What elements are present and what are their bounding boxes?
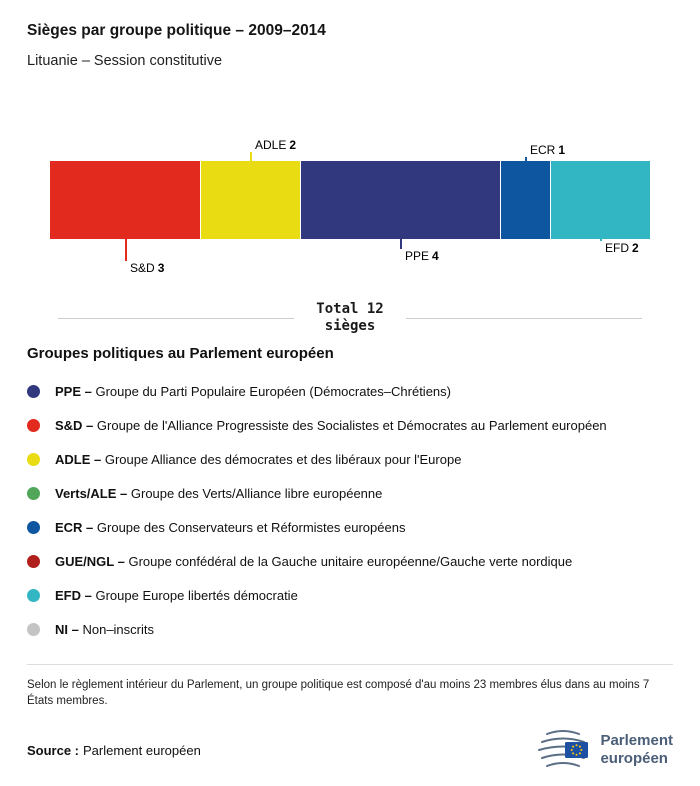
segment-label-ppe: PPE 4 [405, 249, 439, 263]
ep-logo-line1: Parlement [600, 732, 673, 749]
footer: Source : Parlement européen [27, 727, 673, 773]
bar-segment-adle[interactable] [200, 161, 300, 239]
legend-dot-gue-ngl [27, 554, 40, 568]
label-leader-line-adle [250, 152, 252, 161]
ep-logo-text: Parlement européen [600, 732, 673, 768]
legend-dot-adle [27, 452, 40, 466]
legend-label-adle: ADLE – Groupe Alliance des démocrates et… [55, 451, 462, 467]
label-leader-line-efd [600, 239, 602, 241]
bar-segment-efd[interactable] [550, 161, 650, 239]
ep-logo: Parlement européen [534, 727, 673, 773]
legend-item-ecr: ECR – Groupe des Conservateurs et Réform… [27, 510, 673, 544]
legend-list: PPE – Groupe du Parti Populaire Européen… [27, 374, 673, 646]
seats-bar [50, 161, 650, 239]
legend-label-efd: EFD – Groupe Europe libertés démocratie [55, 587, 298, 603]
divider-line-left [58, 317, 295, 319]
footnote-divider [27, 664, 673, 665]
legend-item-ni: NI – Non–inscrits [27, 612, 673, 646]
segment-label-efd: EFD 2 [605, 241, 639, 255]
source: Source : Parlement européen [27, 743, 201, 758]
label-leader-line-ecr [525, 157, 527, 161]
legend-label-verts-ale: Verts/ALE – Groupe des Verts/Alliance li… [55, 485, 383, 501]
eu-flag [565, 742, 589, 758]
segment-label-adle: ADLE 2 [254, 138, 297, 152]
segment-label-s-d: S&D 3 [130, 261, 165, 275]
legend-item-efd: EFD – Groupe Europe libertés démocratie [27, 578, 673, 612]
bar-segment-ecr[interactable] [500, 161, 550, 239]
page-title: Sièges par groupe politique – 2009–2014 [27, 22, 326, 39]
label-leader-line-ppe [400, 239, 402, 249]
legend-item-ppe: PPE – Groupe du Parti Populaire Européen… [27, 374, 673, 408]
legend-label-ni: NI – Non–inscrits [55, 621, 154, 637]
legend-dot-ni [27, 622, 40, 636]
page-subtitle: Lituanie – Session constitutive [27, 53, 223, 69]
legend-dot-efd [27, 588, 40, 602]
bar-segment-ppe[interactable] [300, 161, 500, 239]
legend-heading: Groupes politiques au Parlement européen [27, 345, 334, 362]
bar-segment-s-d[interactable] [50, 161, 200, 239]
divider-line-right [405, 317, 642, 319]
legend-dot-ecr [27, 520, 40, 534]
legend-dot-ppe [27, 384, 40, 398]
segment-label-ecr: ECR 1 [529, 143, 566, 157]
legend-label-ecr: ECR – Groupe des Conservateurs et Réform… [55, 519, 406, 535]
source-value: Parlement européen [83, 742, 201, 758]
seats-chart: S&D 3 ADLE 2 PPE 4 ECR 1 EFD 2 [50, 127, 650, 285]
legend-label-s-d: S&D – Groupe de l'Alliance Progressiste … [55, 417, 607, 433]
footnote: Selon le règlement intérieur du Parlemen… [27, 679, 650, 707]
source-label: Source : [27, 742, 80, 758]
total-seats-label: Total 12 sièges [316, 301, 384, 334]
ep-hemicycle-icon [538, 730, 589, 767]
legend-item-s-d: S&D – Groupe de l'Alliance Progressiste … [27, 408, 673, 442]
legend-label-gue-ngl: GUE/NGL – Groupe confédéral de la Gauche… [55, 553, 573, 569]
legend-item-verts-ale: Verts/ALE – Groupe des Verts/Alliance li… [27, 476, 673, 510]
label-leader-line-s-d [125, 239, 127, 261]
legend-item-gue-ngl: GUE/NGL – Groupe confédéral de la Gauche… [27, 544, 673, 578]
legend-label-ppe: PPE – Groupe du Parti Populaire Européen… [55, 383, 451, 399]
ep-logo-line2: européen [600, 750, 668, 767]
legend-item-adle: ADLE – Groupe Alliance des démocrates et… [27, 442, 673, 476]
legend-dot-verts-ale [27, 486, 40, 500]
legend-dot-s-d [27, 418, 40, 432]
total-divider: Total 12 sièges [58, 301, 642, 335]
